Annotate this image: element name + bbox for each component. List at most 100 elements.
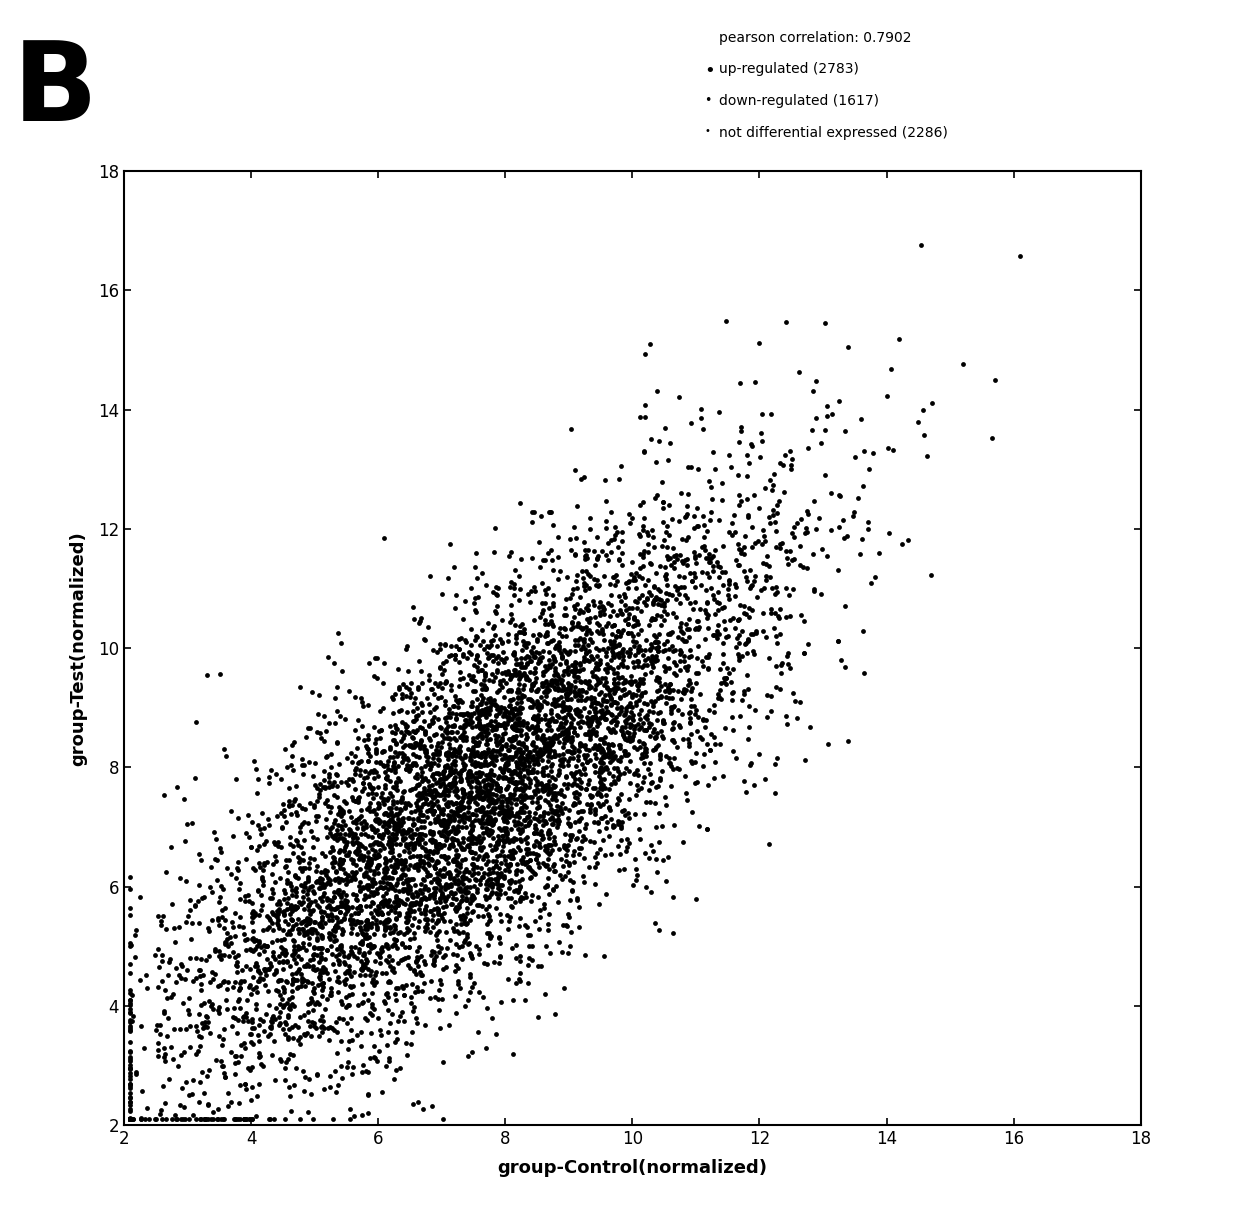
Point [489, 868, 508, 888]
Point [459, 882, 479, 901]
Point [719, 571, 739, 591]
Point [652, 817, 672, 837]
Point [547, 691, 567, 711]
Point [501, 802, 521, 822]
Point [427, 834, 446, 854]
Point [477, 871, 497, 890]
Point [298, 909, 317, 928]
Point [614, 859, 634, 878]
Point [630, 559, 650, 578]
Point [403, 753, 423, 773]
Point [498, 664, 518, 684]
Point [583, 591, 603, 610]
Point [461, 843, 481, 862]
Point [631, 700, 651, 719]
Point [507, 756, 527, 775]
Point [595, 697, 615, 717]
Point [646, 488, 666, 508]
Point [563, 748, 583, 768]
Point [179, 1085, 198, 1104]
Point [267, 894, 286, 914]
Point [361, 915, 381, 934]
Point [527, 956, 547, 976]
Point [309, 898, 329, 917]
Point [553, 856, 573, 876]
Point [465, 870, 485, 889]
Point [404, 838, 424, 857]
Point [510, 823, 529, 843]
Point [677, 549, 697, 569]
Point [502, 709, 522, 729]
Point [497, 812, 517, 832]
Point [413, 718, 433, 737]
Point [283, 944, 303, 964]
Point [536, 780, 556, 800]
Point [549, 632, 569, 652]
Point [330, 801, 350, 821]
Point [480, 835, 500, 855]
Point [574, 945, 594, 965]
Point [309, 807, 329, 827]
Point [505, 706, 525, 725]
Point [651, 722, 671, 741]
Point [339, 1052, 358, 1071]
Point [703, 585, 723, 604]
Point [363, 819, 383, 839]
Point [625, 763, 645, 783]
Point [205, 822, 224, 841]
Point [854, 442, 874, 461]
Point [304, 1016, 324, 1036]
Point [474, 675, 494, 695]
Point [477, 810, 497, 829]
Point [500, 855, 520, 874]
Point [226, 955, 246, 975]
Point [387, 780, 407, 800]
Point [397, 872, 417, 892]
Point [469, 982, 489, 1002]
Point [367, 917, 387, 937]
Point [552, 702, 572, 722]
Point [455, 709, 475, 729]
Point [720, 457, 740, 477]
Point [440, 534, 460, 554]
Point [409, 651, 429, 670]
Point [776, 541, 796, 560]
Point [498, 800, 518, 819]
Point [315, 731, 335, 751]
Point [398, 756, 418, 775]
Point [510, 764, 529, 784]
Point [546, 834, 565, 854]
Point [591, 542, 611, 561]
Point [556, 824, 575, 844]
Point [376, 819, 396, 839]
Point [544, 665, 564, 685]
Point [477, 802, 497, 822]
Point [495, 703, 515, 723]
Point [471, 660, 491, 680]
Point [703, 561, 723, 581]
Point [368, 905, 388, 925]
Point [294, 756, 314, 775]
Point [828, 631, 848, 651]
Point [528, 719, 548, 739]
Point [553, 737, 573, 757]
Point [274, 889, 294, 909]
Point [600, 575, 620, 594]
Point [594, 675, 614, 695]
Point [272, 769, 291, 789]
Point [615, 805, 635, 824]
Point [303, 827, 322, 846]
Point [662, 636, 682, 656]
Point [424, 707, 444, 726]
Point [663, 680, 683, 700]
Point [629, 704, 649, 724]
Point [486, 750, 506, 769]
Point [453, 780, 472, 800]
Point [450, 669, 470, 689]
Point [546, 658, 565, 678]
Point [382, 839, 402, 859]
Point [484, 740, 503, 759]
Point [553, 717, 573, 736]
Point [490, 927, 510, 947]
Point [456, 861, 476, 881]
